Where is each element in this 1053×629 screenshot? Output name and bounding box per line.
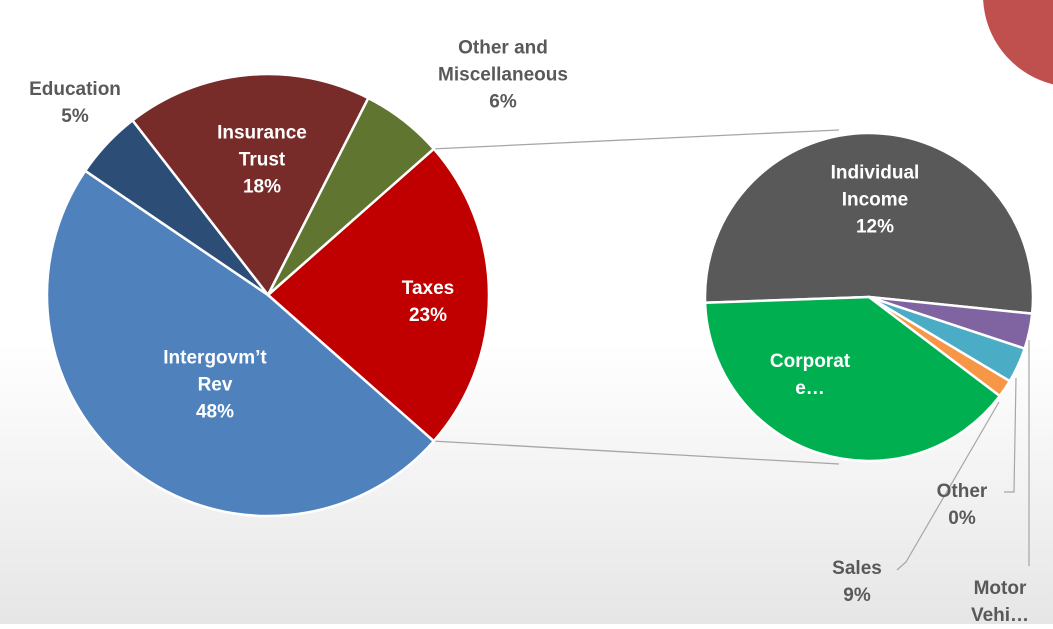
- category-label: Education: [29, 79, 121, 100]
- value-label: 0%: [948, 508, 976, 529]
- pie-slice: [266, 96, 436, 296]
- connector-lines: [433, 129, 840, 465]
- pie-slice: [703, 131, 1035, 316]
- leader-line: [896, 401, 1000, 571]
- data-label: Other and Miscellaneous 6%: [403, 35, 603, 116]
- value-label: 12%: [855, 216, 895, 238]
- data-label: Individual Income 12%: [810, 160, 940, 241]
- value-label: 18%: [242, 176, 282, 198]
- value-label: 5%: [61, 106, 89, 127]
- value-label: 48%: [195, 401, 235, 423]
- leader-line: [1004, 377, 1017, 493]
- data-label: Intergovm’t Rev 48%: [145, 345, 285, 426]
- data-label: Insurance Trust 18%: [197, 120, 327, 201]
- connector-line: [433, 440, 840, 465]
- data-label: Taxes 23%: [383, 275, 473, 329]
- pies: [45, 72, 1035, 518]
- category-label: Sales: [832, 558, 882, 579]
- pie-slice: [703, 295, 1002, 463]
- category-label: Insurance Trust: [217, 122, 307, 171]
- data-label: Corporate…: [760, 348, 860, 402]
- connector-line: [433, 129, 840, 150]
- category-label: Motor Vehi…: [970, 578, 1030, 626]
- category-label: Intergovm’t Rev: [163, 347, 267, 396]
- value-label: 6%: [489, 91, 517, 113]
- category-label: Individual Income: [830, 162, 920, 211]
- pie-slice: [130, 72, 371, 298]
- category-label: Corporate…: [769, 351, 851, 399]
- value-label: 9%: [843, 585, 871, 606]
- leader-lines: [896, 340, 1030, 571]
- pie-slice: [45, 169, 436, 518]
- data-label: Sales 9%: [817, 555, 897, 609]
- data-label: Education 5%: [15, 76, 135, 130]
- category-label: Taxes: [401, 278, 455, 299]
- category-label: Other and Miscellaneous: [438, 37, 568, 86]
- data-label: Motor Vehi…: [956, 575, 1044, 629]
- value-label: 23%: [408, 305, 448, 326]
- data-label: Other 0%: [912, 478, 1012, 532]
- pie-slice: [266, 147, 491, 443]
- decoration: [983, 0, 1053, 85]
- category-label: Other: [936, 481, 988, 502]
